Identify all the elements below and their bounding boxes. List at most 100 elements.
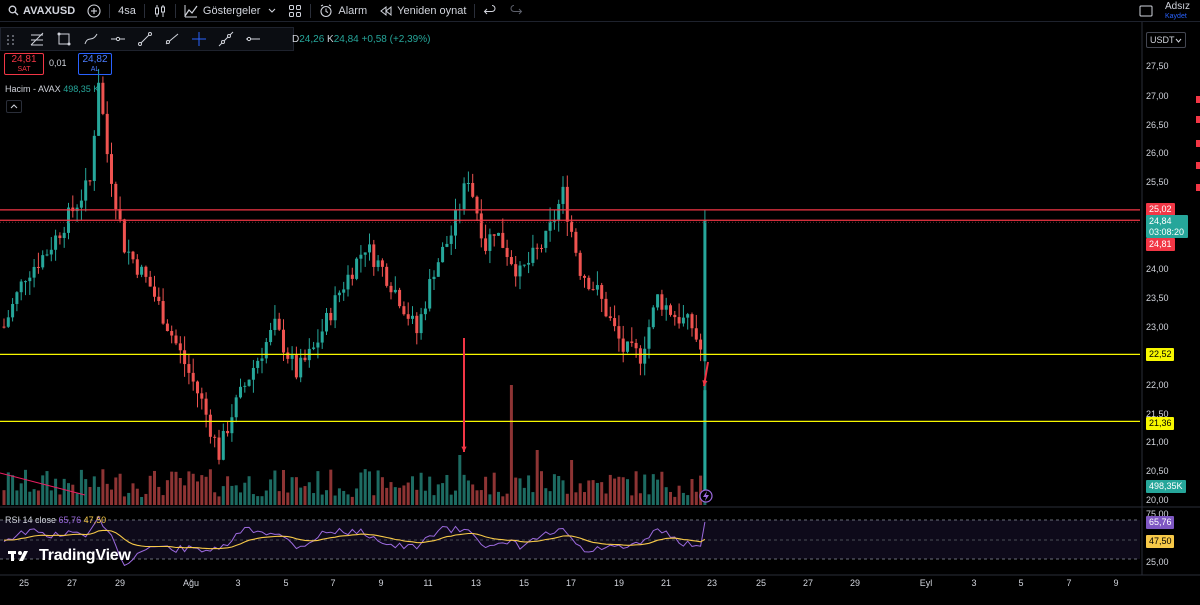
- redo-button[interactable]: [503, 0, 529, 22]
- candle-body: [299, 357, 303, 378]
- volume-bar: [634, 471, 638, 505]
- layout-save-button[interactable]: Adsız Kaydet: [1165, 2, 1190, 21]
- volume-bar: [131, 483, 135, 505]
- fib-tool-icon[interactable]: [23, 28, 50, 50]
- volume-bar: [411, 476, 414, 505]
- candle-body: [385, 266, 389, 286]
- volume-value: 498,35 K: [63, 84, 100, 94]
- chart-type-button[interactable]: [147, 0, 173, 22]
- time-tick: 29: [849, 578, 861, 588]
- volume-bar: [505, 493, 509, 505]
- resistance-price-badge: 25,02: [1146, 203, 1175, 216]
- volume-bar: [15, 490, 19, 505]
- divider: [174, 3, 176, 18]
- tradingview-logo-icon: [8, 551, 28, 561]
- candle-body: [79, 200, 83, 208]
- price-tick: 25,50: [1146, 177, 1169, 187]
- volume-bar: [54, 478, 58, 505]
- candle-body: [531, 247, 535, 263]
- volume-bar: [333, 495, 337, 505]
- chart-area[interactable]: [0, 22, 1200, 605]
- grid-icon: [288, 4, 302, 18]
- volume-bar: [234, 485, 238, 505]
- horizontal-line-icon[interactable]: [239, 28, 266, 50]
- candle-body: [428, 279, 432, 309]
- rectangle-tool-icon[interactable]: [50, 28, 77, 50]
- interval-button[interactable]: 4sa: [118, 4, 136, 17]
- volume-bar: [329, 469, 333, 505]
- candle-body: [583, 275, 586, 278]
- sell-button[interactable]: 24,81 SAT: [4, 53, 44, 75]
- volume-bar: [651, 474, 655, 505]
- volume-bar: [114, 477, 118, 505]
- candle-body: [213, 436, 217, 438]
- drag-handle-icon[interactable]: [5, 34, 17, 46]
- horizontal-ray-icon[interactable]: [104, 28, 131, 50]
- candle-body: [522, 264, 526, 266]
- candle-body: [62, 232, 66, 239]
- divider: [109, 3, 111, 18]
- candle-body: [131, 251, 135, 260]
- alarm-button[interactable]: Alarm: [313, 0, 373, 22]
- ohlc-change: +0,58 (+2,39%): [361, 34, 431, 45]
- candle-body: [393, 289, 397, 293]
- undo-button[interactable]: [477, 0, 503, 22]
- candle-body: [11, 303, 15, 318]
- indicators-button[interactable]: Göstergeler: [178, 0, 282, 22]
- volume-bar: [458, 455, 462, 505]
- volume-bar: [294, 477, 298, 505]
- candle-body: [135, 259, 139, 275]
- ray-line-icon[interactable]: [158, 28, 185, 50]
- tradingview-logo[interactable]: TradingView: [8, 547, 131, 565]
- rsi-value: 65,76: [58, 515, 82, 525]
- replay-button[interactable]: Yeniden oynat: [373, 0, 472, 22]
- volume-bar: [389, 482, 393, 505]
- volume-bar: [522, 487, 526, 505]
- buy-button[interactable]: 24,82 AL: [78, 53, 112, 75]
- extended-line-icon[interactable]: [212, 28, 239, 50]
- collapse-legend-button[interactable]: [6, 100, 22, 113]
- volume-bar: [312, 493, 316, 505]
- brush-tool-icon[interactable]: [77, 28, 104, 50]
- candle-body: [234, 397, 238, 418]
- candle-body: [290, 355, 294, 359]
- volume-bars: [2, 380, 707, 505]
- time-tick: 15: [518, 578, 530, 588]
- time-tick: 11: [423, 578, 433, 588]
- candle-body: [92, 135, 96, 181]
- candle-body: [153, 286, 156, 297]
- volume-bar: [161, 495, 165, 505]
- candle-body: [454, 210, 457, 236]
- trend-line-icon[interactable]: [131, 28, 158, 50]
- volume-bar: [428, 476, 432, 505]
- annotations: [0, 338, 713, 503]
- templates-button[interactable]: [282, 0, 308, 22]
- candle-body: [638, 348, 642, 364]
- volume-bar: [406, 482, 410, 505]
- volume-bar: [578, 483, 582, 505]
- candle-body: [251, 367, 255, 380]
- replay-label: Yeniden oynat: [397, 4, 467, 17]
- symbol-search[interactable]: AVAXUSD: [0, 0, 81, 22]
- edge-marker: [1196, 184, 1200, 191]
- crosshair-icon[interactable]: [185, 28, 212, 50]
- chevron-down-icon: [1175, 38, 1182, 43]
- rsi-ma-value: 47,50: [83, 515, 107, 525]
- candle-body: [436, 262, 440, 277]
- price-chart[interactable]: [0, 22, 1200, 605]
- currency-select[interactable]: USDT: [1146, 32, 1186, 48]
- candle-body: [24, 281, 27, 283]
- candle-body: [621, 338, 625, 352]
- window-button[interactable]: [1133, 0, 1159, 22]
- edge-marker: [1196, 140, 1200, 147]
- edge-marker: [1196, 96, 1200, 103]
- time-tick: 5: [1018, 578, 1024, 588]
- candle-body: [260, 358, 264, 361]
- volume-bar: [148, 475, 152, 505]
- edge-marker: [1196, 116, 1200, 123]
- volume-bar: [449, 494, 453, 505]
- volume-bar: [669, 491, 672, 505]
- volume-bar: [307, 482, 311, 505]
- compare-button[interactable]: [81, 0, 107, 22]
- volume-bar: [101, 469, 105, 505]
